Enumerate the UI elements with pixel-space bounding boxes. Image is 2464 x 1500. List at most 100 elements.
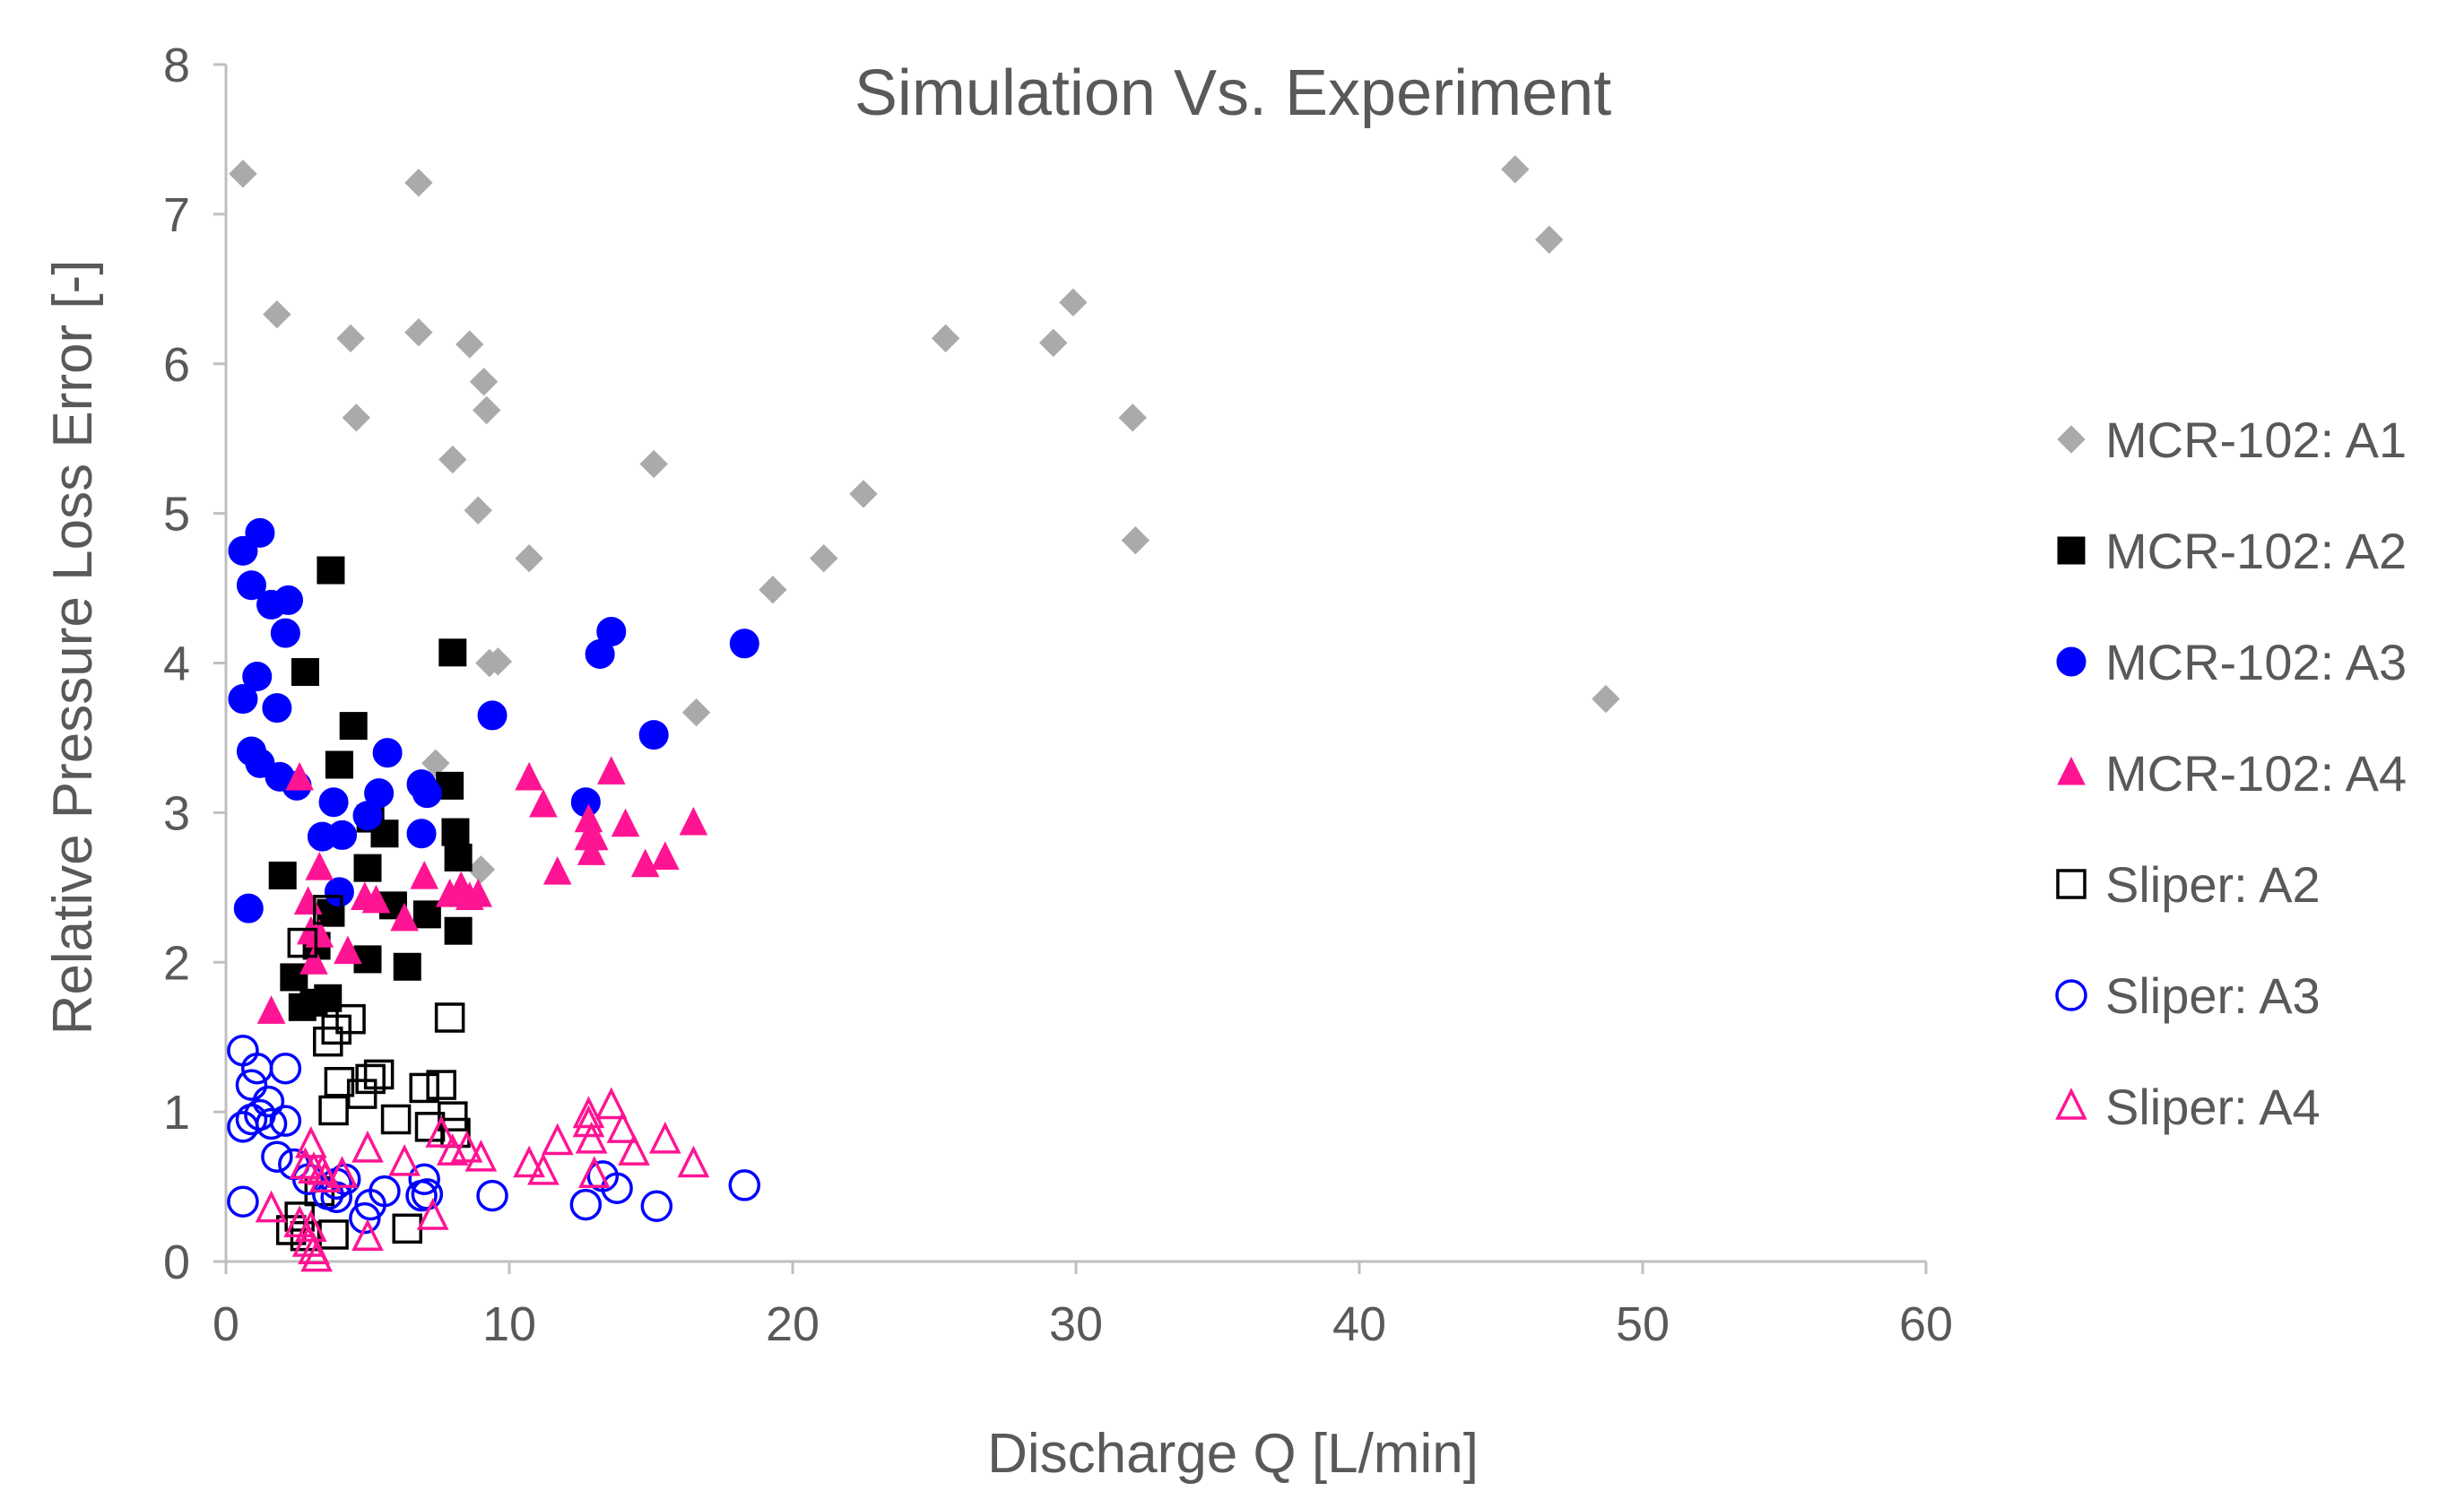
- data-point: [388, 1143, 421, 1176]
- legend-item: Sliper: A2: [2056, 856, 2321, 913]
- data-point: [305, 919, 334, 948]
- data-point: [262, 693, 292, 724]
- data-point: [334, 935, 362, 965]
- data-point: [542, 856, 572, 885]
- data-point: [438, 1101, 468, 1132]
- data-point: [483, 647, 513, 676]
- data-point: [611, 808, 640, 837]
- data-point: [515, 543, 543, 573]
- data-point: [638, 720, 669, 750]
- data-point: [269, 1105, 302, 1137]
- data-point: [630, 848, 660, 878]
- data-point: [242, 662, 273, 692]
- data-point: [255, 1190, 288, 1223]
- data-point: [438, 638, 467, 667]
- data-point: [594, 1087, 628, 1120]
- data-point: [606, 1111, 639, 1143]
- data-point: [464, 496, 492, 525]
- data-point: [408, 1163, 440, 1195]
- data-point: [291, 1225, 325, 1257]
- data-point: [527, 1152, 560, 1185]
- y-tick-label: 6: [163, 338, 190, 392]
- data-point: [759, 576, 787, 604]
- data-point: [579, 821, 609, 851]
- chart-title: Simulation Vs. Experiment: [855, 57, 1611, 129]
- data-point: [1535, 225, 1564, 254]
- legend-label: Sliper: A2: [2105, 856, 2321, 913]
- data-point: [227, 1185, 259, 1218]
- data-point: [1121, 525, 1150, 555]
- legend-item: Sliper: A4: [2055, 1079, 2321, 1135]
- data-point: [412, 778, 442, 809]
- data-point: [426, 1070, 456, 1100]
- data-point: [327, 819, 358, 850]
- legend-marker: [2057, 756, 2086, 785]
- legend-item: Sliper: A3: [2055, 967, 2321, 1024]
- data-point: [363, 1059, 395, 1090]
- x-tick-label: 10: [482, 1297, 536, 1351]
- axes: [213, 63, 1928, 1274]
- data-point: [464, 1139, 498, 1172]
- data-point: [325, 1156, 359, 1188]
- data-point: [681, 698, 711, 727]
- y-tick-label: 5: [163, 488, 190, 542]
- data-point: [361, 884, 391, 914]
- data-point: [269, 1052, 302, 1085]
- series-6: [255, 1087, 710, 1272]
- legend-label: MCR-102: A4: [2105, 745, 2407, 802]
- data-point: [477, 700, 508, 731]
- data-point: [351, 1130, 384, 1163]
- y-tick-label: 0: [163, 1236, 190, 1289]
- data-point: [228, 684, 258, 715]
- data-point: [336, 324, 365, 353]
- data-point: [464, 879, 493, 907]
- y-tick-label: 1: [163, 1086, 190, 1140]
- y-tick-label: 4: [163, 637, 190, 691]
- x-tick-label: 60: [1899, 1297, 1953, 1351]
- data-point: [409, 1072, 439, 1104]
- x-tick-labels: 0 10 20 30 40 50 60: [213, 1297, 1953, 1351]
- data-point: [289, 1147, 322, 1179]
- data-point: [233, 893, 264, 923]
- data-point: [596, 756, 626, 785]
- data-points: [227, 155, 1620, 1272]
- x-tick-label: 0: [213, 1297, 239, 1351]
- data-point: [235, 1103, 268, 1136]
- data-point: [229, 160, 257, 188]
- data-point: [351, 1218, 384, 1252]
- data-point: [410, 861, 439, 889]
- data-point: [236, 570, 266, 601]
- y-tick-label: 3: [163, 786, 190, 840]
- data-point: [1118, 403, 1147, 432]
- data-point: [1592, 684, 1620, 714]
- legend-marker: [2055, 979, 2087, 1011]
- data-point: [421, 749, 450, 778]
- legend-marker: [2057, 536, 2086, 565]
- data-point: [318, 787, 349, 818]
- data-point: [444, 916, 473, 945]
- data-point: [1501, 155, 1530, 184]
- data-point: [404, 317, 433, 347]
- data-point: [450, 1130, 483, 1163]
- data-point: [931, 324, 960, 353]
- data-point: [585, 638, 615, 669]
- data-point: [404, 169, 433, 197]
- data-point: [255, 1107, 288, 1140]
- data-point: [405, 1179, 438, 1212]
- data-point: [393, 952, 421, 981]
- legend-item: MCR-102: A2: [2057, 523, 2407, 579]
- data-point: [256, 995, 286, 1024]
- data-point: [569, 1188, 603, 1221]
- data-point: [342, 403, 371, 432]
- data-point: [515, 761, 543, 791]
- legend: MCR-102: A1 MCR-102: A2 MCR-102: A3 MCR-102…: [2055, 412, 2407, 1135]
- data-point: [285, 761, 314, 791]
- data-point: [618, 1133, 650, 1166]
- data-point: [318, 1095, 349, 1126]
- data-point: [476, 1179, 508, 1212]
- data-point: [313, 895, 343, 925]
- data-point: [441, 818, 470, 846]
- data-point: [335, 1003, 366, 1035]
